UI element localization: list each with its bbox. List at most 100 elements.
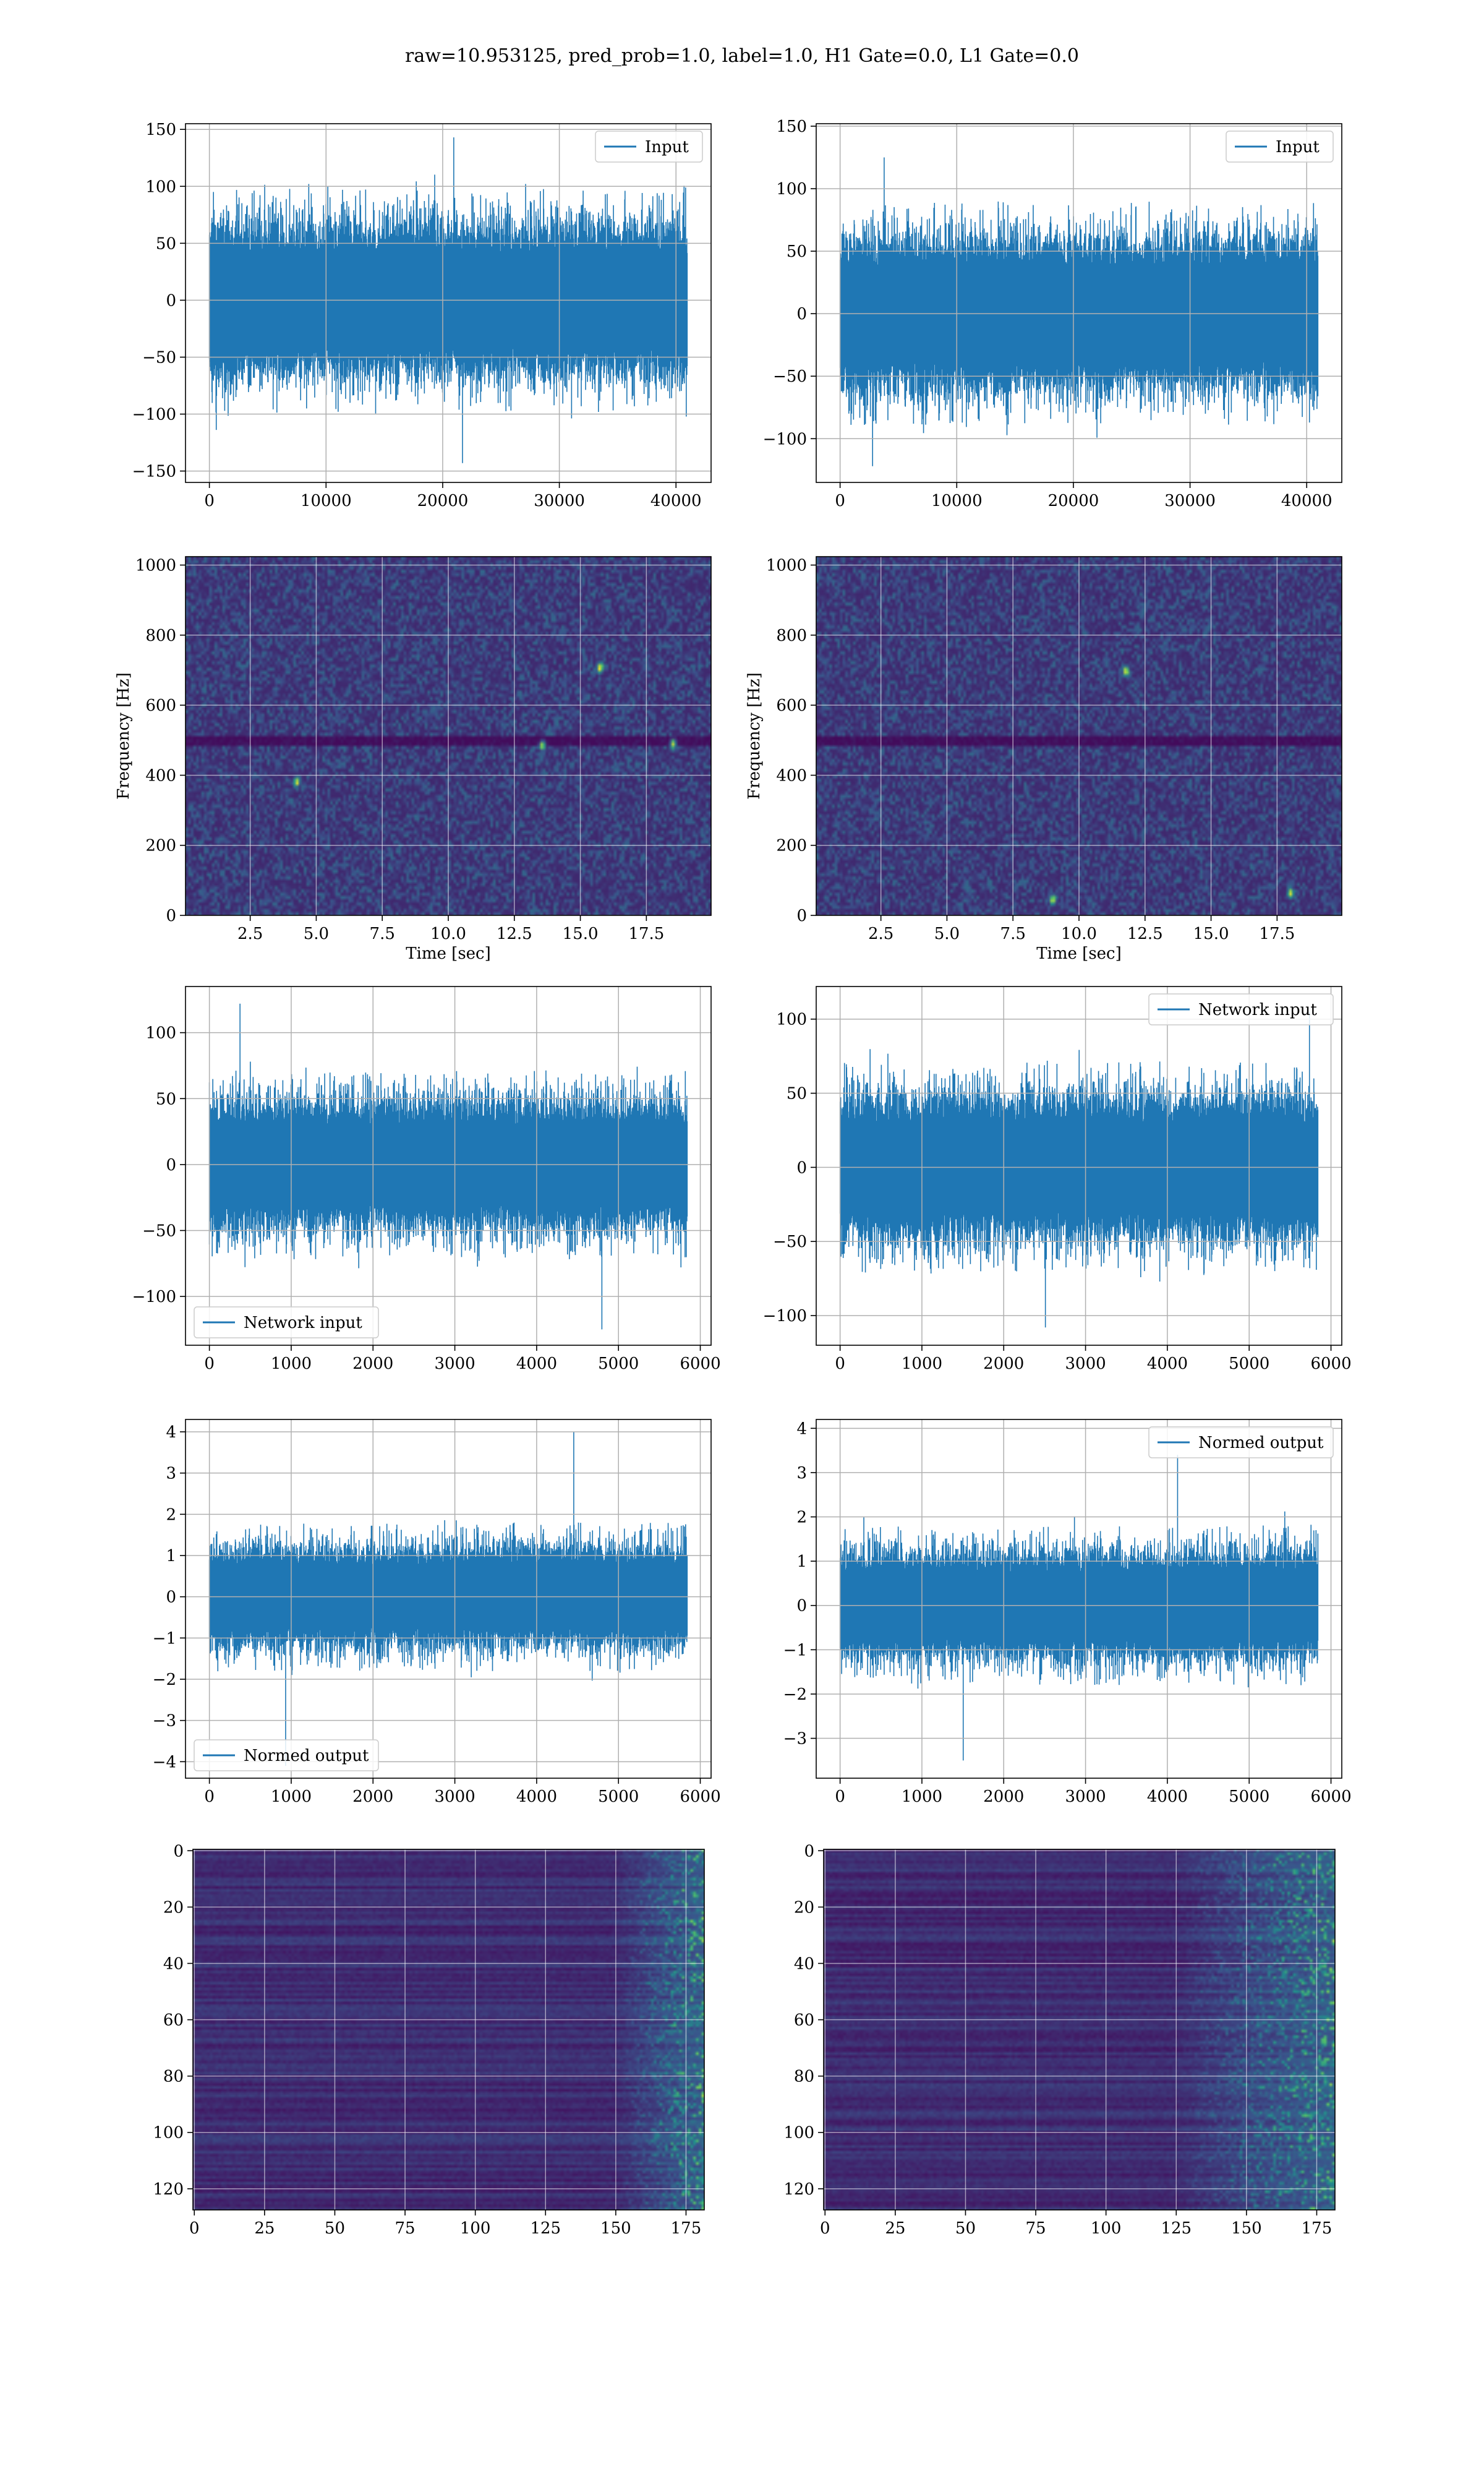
netin-h1-xtick-label-1: 1000 <box>271 1355 312 1373</box>
features-l1-ytick-label-5: 100 <box>783 2124 814 2142</box>
normed-h1-legend-label: Normed output <box>244 1747 369 1765</box>
subplot-netin-h1: 0 1000 2000 3000 4000 5000 6000 −100 −50 0 50 100 Ne… <box>132 986 721 1373</box>
features-h1-xtick-label-5: 125 <box>530 2219 561 2238</box>
spec-h1-xlabel: Time [sec] <box>406 944 491 963</box>
normed-l1-legend-label: Normed output <box>1198 1434 1324 1452</box>
features-h1-xtick-label-6: 150 <box>600 2219 631 2238</box>
normed-l1-series-line <box>839 1455 1319 1761</box>
features-h1-ytick-label-3: 60 <box>163 2011 184 2030</box>
input-h1-ytick-label-1: −100 <box>132 406 176 424</box>
normed-h1-ytick-label-7: 3 <box>166 1465 176 1483</box>
spec-l1-xtick-label-4: 12.5 <box>1127 925 1163 943</box>
features-h1-image <box>193 1849 704 2210</box>
netin-l1-frame <box>816 986 1342 1346</box>
spec-h1-xtick-label-2: 7.5 <box>370 925 395 943</box>
input-h1-ytick-label-4: 50 <box>156 234 176 253</box>
spec-h1-ytick-label-5: 1000 <box>135 557 176 575</box>
netin-l1-xtick-label-3: 3000 <box>1065 1355 1106 1373</box>
subplot-input-l1: 0 10000 20000 30000 40000 −100 −50 0 50 100 150 Inp… <box>763 118 1342 510</box>
features-h1-xtick-label-4: 100 <box>460 2219 491 2238</box>
input-h1-legend-box <box>595 131 703 163</box>
features-l1-frame <box>823 1849 1336 2211</box>
subplot-spec-h1: 2.5 5.0 7.5 10.0 12.5 15.0 17.5 0 200 400 600 800 10… <box>114 556 712 963</box>
normed-h1-ytick-label-2: −2 <box>153 1671 176 1689</box>
normed-h1-xtick-label-5: 5000 <box>598 1787 639 1806</box>
normed-h1-series-line <box>208 1432 688 1766</box>
normed-l1-legend-box <box>1148 1426 1334 1458</box>
normed-l1-ytick-label-7: 4 <box>796 1419 807 1438</box>
netin-h1-xtick-label-0: 0 <box>204 1355 215 1373</box>
normed-l1-ytick-label-6: 3 <box>796 1464 807 1483</box>
features-h1-ytick-label-6: 120 <box>153 2180 184 2199</box>
netin-l1-ytick-label-0: −100 <box>763 1307 807 1325</box>
input-h1-xtick-label-3: 30000 <box>534 492 585 510</box>
netin-h1-ytick-label-0: −100 <box>132 1288 176 1306</box>
normed-h1-legend: Normed output <box>194 1739 379 1771</box>
normed-l1-xtick-label-5: 5000 <box>1229 1787 1269 1806</box>
normed-l1-frame <box>816 1419 1342 1779</box>
netin-l1-ytick-label-2: 0 <box>796 1158 807 1177</box>
features-h1-ytick-label-4: 80 <box>163 2068 184 2086</box>
input-l1-legend: Input <box>1226 131 1334 163</box>
normed-l1-xtick-label-1: 1000 <box>902 1787 942 1806</box>
input-l1-ytick-label-3: 50 <box>787 242 807 261</box>
spec-h1-xtick-label-5: 15.0 <box>563 925 599 943</box>
netin-l1-ytick-label-1: −50 <box>773 1233 807 1251</box>
subplot-normed-h1: 0 1000 2000 3000 4000 5000 6000 −4 −3 −2 −1 0 1 2 3 4 No… <box>153 1419 721 1806</box>
features-l1-xtick-label-1: 25 <box>885 2219 905 2238</box>
netin-h1-xtick-label-2: 2000 <box>352 1355 393 1373</box>
spec-l1-ytick-label-3: 600 <box>776 696 807 715</box>
normed-l1-xtick-label-2: 2000 <box>983 1787 1024 1806</box>
spec-l1-xtick-label-3: 10.0 <box>1061 925 1097 943</box>
input-l1-series-line <box>839 157 1319 466</box>
normed-l1-ytick-label-2: −1 <box>783 1641 807 1659</box>
normed-l1-xtick-label-0: 0 <box>835 1787 845 1806</box>
normed-h1-xtick-label-2: 2000 <box>352 1787 393 1806</box>
netin-h1-xtick-label-3: 3000 <box>434 1355 475 1373</box>
input-h1-ytick-label-2: −50 <box>142 348 176 367</box>
input-h1-frame <box>185 123 712 483</box>
spec-l1-ytick-label-4: 800 <box>776 627 807 645</box>
subplot-features-l1: 0 25 50 75 100 125 150 175 0 20 40 60 80 100 120 <box>783 1842 1336 2238</box>
netin-h1-ytick-label-1: −50 <box>142 1222 176 1240</box>
spec-h1-ytick-label-1: 200 <box>145 837 176 855</box>
netin-h1-ytick-label-2: 0 <box>166 1156 176 1175</box>
features-h1-ytick-label-1: 20 <box>163 1898 184 1917</box>
netin-l1-xtick-label-6: 6000 <box>1310 1355 1351 1373</box>
input-l1-ytick-label-1: −50 <box>773 367 807 386</box>
features-h1-ytick-label-5: 100 <box>153 2124 184 2142</box>
netin-h1-ytick-label-4: 100 <box>145 1024 176 1043</box>
features-l1-xtick-label-7: 175 <box>1302 2219 1333 2238</box>
input-h1-ytick-label-3: 0 <box>166 291 176 310</box>
input-l1-xtick-label-0: 0 <box>835 492 845 510</box>
features-h1-frame <box>192 1849 705 2211</box>
spec-l1-xlabel: Time [sec] <box>1036 944 1122 963</box>
normed-l1-xtick-label-3: 3000 <box>1065 1787 1106 1806</box>
spec-l1-xtick-label-5: 15.0 <box>1193 925 1229 943</box>
input-h1-xtick-label-1: 10000 <box>301 492 352 510</box>
input-h1-xtick-label-0: 0 <box>204 492 215 510</box>
input-l1-ytick-label-5: 150 <box>776 118 807 136</box>
normed-h1-xtick-label-0: 0 <box>204 1787 215 1806</box>
input-l1-ytick-label-4: 100 <box>776 180 807 199</box>
spec-l1-xtick-label-2: 7.5 <box>1000 925 1026 943</box>
netin-l1-ytick-label-3: 50 <box>787 1085 807 1103</box>
normed-h1-xtick-label-6: 6000 <box>680 1787 720 1806</box>
features-l1-ytick-label-3: 60 <box>794 2011 814 2030</box>
features-h1-ytick-label-2: 40 <box>163 1954 184 1973</box>
input-h1-xtick-label-4: 40000 <box>650 492 702 510</box>
normed-h1-ytick-label-6: 2 <box>166 1505 176 1524</box>
normed-l1-xtick-label-4: 4000 <box>1147 1787 1188 1806</box>
spec-h1-ytick-label-3: 600 <box>145 696 176 715</box>
input-h1-legend-label: Input <box>645 138 689 156</box>
spec-l1-ytick-label-0: 0 <box>796 907 807 925</box>
netin-l1-xtick-label-2: 2000 <box>983 1355 1024 1373</box>
normed-l1-ytick-label-5: 2 <box>796 1509 807 1527</box>
netin-l1-legend-label: Network input <box>1198 1001 1317 1019</box>
input-h1-xtick-label-2: 20000 <box>417 492 469 510</box>
netin-l1-ytick-label-4: 100 <box>776 1011 807 1029</box>
features-l1-ytick-label-6: 120 <box>783 2180 814 2199</box>
features-l1-xtick-label-0: 0 <box>820 2219 830 2238</box>
normed-h1-frame <box>185 1419 712 1779</box>
